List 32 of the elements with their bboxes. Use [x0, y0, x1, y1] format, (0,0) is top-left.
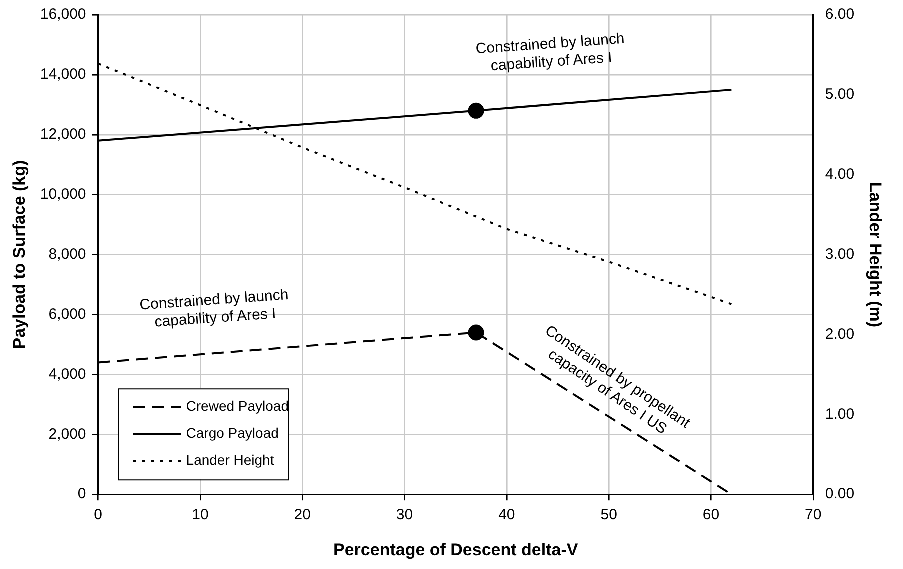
annotation: Constrained by launch capability of Ares I [139, 286, 290, 331]
legend-label: Crewed Payload [186, 398, 290, 414]
x-tick-label: 10 [192, 506, 209, 524]
y2-tick-label: 6.00 [825, 6, 855, 24]
y2-tick-label: 4.00 [825, 166, 855, 184]
y-tick-label: 12,000 [40, 126, 86, 144]
y-tick-label: 2,000 [48, 426, 86, 443]
y2-axis-title: Lander Height (m) [866, 182, 886, 328]
x-axis-title: Percentage of Descent delta-V [333, 540, 579, 560]
y-tick-label: 14,000 [40, 66, 86, 84]
y-axis-title: Payload to Surface (kg) [10, 160, 29, 350]
x-tick-label: 60 [702, 506, 720, 524]
y-tick-label: 0 [78, 486, 86, 503]
x-tick-label: 70 [805, 506, 822, 524]
x-tick-label: 50 [600, 506, 618, 524]
y2-tick-label: 1.00 [825, 406, 855, 423]
legend-label: Lander Height [186, 452, 274, 468]
x-tick-label: 40 [498, 506, 516, 524]
y-tick-label: 16,000 [40, 6, 86, 24]
annotation: Constrained by launch capability of Ares I [475, 30, 626, 75]
x-tick-label: 0 [94, 506, 102, 524]
x-tick-label: 30 [396, 506, 414, 524]
y-tick-label: 10,000 [40, 186, 86, 203]
y-tick-label: 6,000 [48, 306, 86, 323]
y-tick-label: 8,000 [48, 246, 86, 263]
x-tick-label: 20 [294, 506, 311, 524]
y2-tick-label: 0.00 [825, 486, 855, 503]
y-tick-label: 4,000 [48, 366, 86, 383]
legend-label: Cargo Payload [186, 424, 279, 441]
y2-tick-label: 2.00 [825, 326, 855, 343]
y2-tick-label: 5.00 [825, 86, 855, 104]
y2-tick-label: 3.00 [825, 246, 855, 263]
